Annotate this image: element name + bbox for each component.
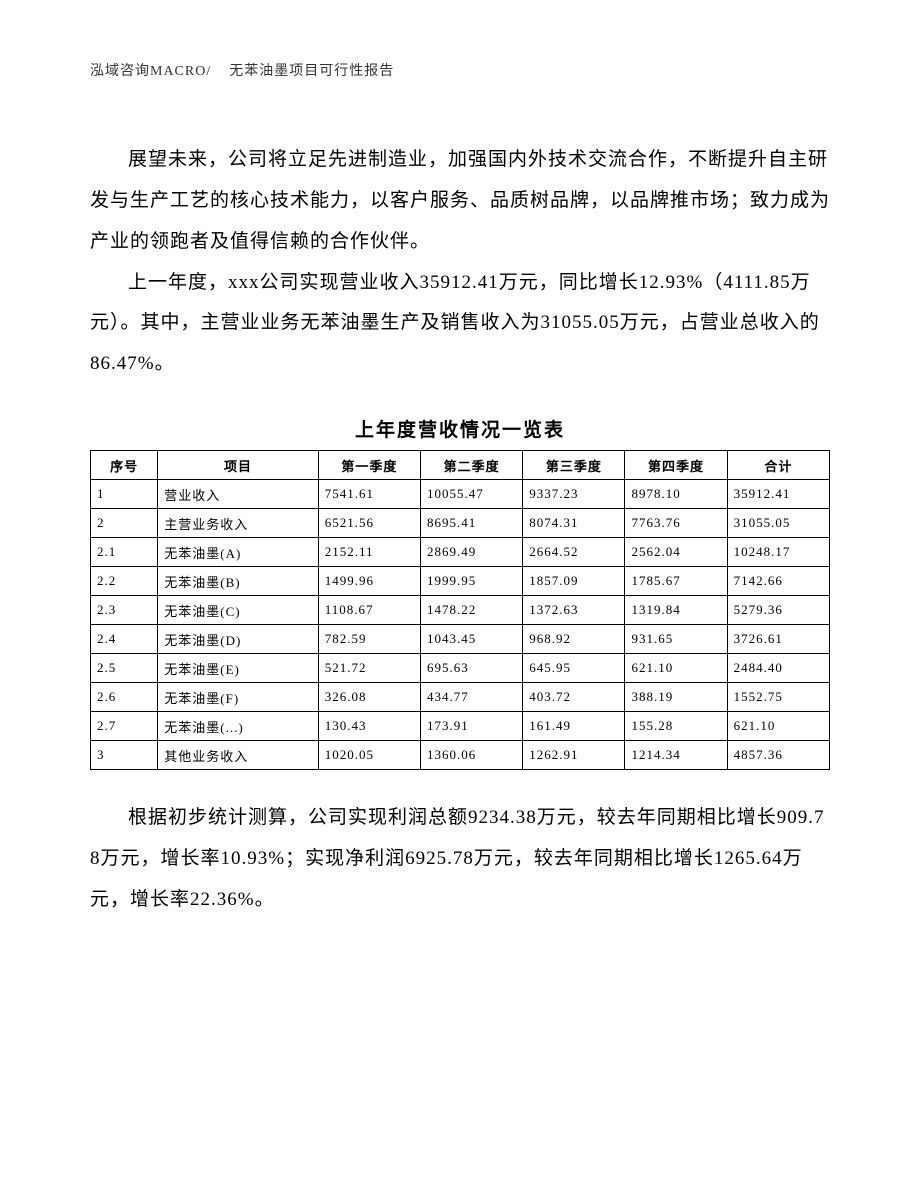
paragraph-3: 根据初步统计测算，公司实现利润总额9234.38万元，较去年同期相比增长909.… [90, 798, 830, 921]
revenue-table: 序号 项目 第一季度 第二季度 第三季度 第四季度 合计 1营业收入7541.6… [90, 450, 830, 770]
table-row: 2.7无苯油墨(...)130.43173.91161.49155.28621.… [91, 712, 830, 741]
table-cell: 931.65 [625, 625, 727, 654]
table-cell: 2.6 [91, 683, 158, 712]
table-cell: 其他业务收入 [158, 741, 318, 770]
table-body: 1营业收入7541.6110055.479337.238978.1035912.… [91, 480, 830, 770]
col-header-total: 合计 [727, 451, 829, 480]
table-cell: 2.2 [91, 567, 158, 596]
table-cell: 主营业务收入 [158, 509, 318, 538]
table-cell: 1214.34 [625, 741, 727, 770]
table-cell: 8978.10 [625, 480, 727, 509]
table-cell: 161.49 [523, 712, 625, 741]
table-cell: 1360.06 [420, 741, 522, 770]
table-cell: 31055.05 [727, 509, 829, 538]
table-cell: 1499.96 [318, 567, 420, 596]
table-row: 2.6无苯油墨(F)326.08434.77403.72388.191552.7… [91, 683, 830, 712]
table-row: 2.1无苯油墨(A)2152.112869.492664.522562.0410… [91, 538, 830, 567]
table-cell: 2869.49 [420, 538, 522, 567]
table-cell: 7763.76 [625, 509, 727, 538]
table-cell: 3726.61 [727, 625, 829, 654]
col-header-seq: 序号 [91, 451, 158, 480]
table-cell: 1999.95 [420, 567, 522, 596]
table-row: 2.3无苯油墨(C)1108.671478.221372.631319.8452… [91, 596, 830, 625]
table-cell: 1020.05 [318, 741, 420, 770]
table-cell: 2152.11 [318, 538, 420, 567]
table-cell: 1478.22 [420, 596, 522, 625]
col-header-q4: 第四季度 [625, 451, 727, 480]
table-cell: 695.63 [420, 654, 522, 683]
table-row: 2主营业务收入6521.568695.418074.317763.7631055… [91, 509, 830, 538]
table-cell: 1262.91 [523, 741, 625, 770]
table-header-row: 序号 项目 第一季度 第二季度 第三季度 第四季度 合计 [91, 451, 830, 480]
table-cell: 2562.04 [625, 538, 727, 567]
table-cell: 4857.36 [727, 741, 829, 770]
col-header-q2: 第二季度 [420, 451, 522, 480]
table-cell: 968.92 [523, 625, 625, 654]
table-title: 上年度营收情况一览表 [90, 415, 830, 442]
table-cell: 10248.17 [727, 538, 829, 567]
table-cell: 7142.66 [727, 567, 829, 596]
table-cell: 621.10 [727, 712, 829, 741]
table-cell: 1108.67 [318, 596, 420, 625]
table-cell: 521.72 [318, 654, 420, 683]
table-row: 2.5无苯油墨(E)521.72695.63645.95621.102484.4… [91, 654, 830, 683]
table-cell: 1552.75 [727, 683, 829, 712]
table-cell: 7541.61 [318, 480, 420, 509]
table-cell: 2.3 [91, 596, 158, 625]
table-cell: 无苯油墨(F) [158, 683, 318, 712]
table-cell: 782.59 [318, 625, 420, 654]
document-page: 泓域咨询MACRO/ 无苯油墨项目可行性报告 展望未来，公司将立足先进制造业，加… [0, 0, 920, 1191]
paragraph-1: 展望未来，公司将立足先进制造业，加强国内外技术交流合作，不断提升自主研发与生产工… [90, 140, 830, 263]
table-cell: 645.95 [523, 654, 625, 683]
table-cell: 1319.84 [625, 596, 727, 625]
table-cell: 2 [91, 509, 158, 538]
table-cell: 1372.63 [523, 596, 625, 625]
table-cell: 营业收入 [158, 480, 318, 509]
table-cell: 130.43 [318, 712, 420, 741]
table-cell: 2484.40 [727, 654, 829, 683]
table-cell: 无苯油墨(...) [158, 712, 318, 741]
table-cell: 10055.47 [420, 480, 522, 509]
table-cell: 无苯油墨(D) [158, 625, 318, 654]
table-row: 1营业收入7541.6110055.479337.238978.1035912.… [91, 480, 830, 509]
col-header-q3: 第三季度 [523, 451, 625, 480]
table-cell: 2.5 [91, 654, 158, 683]
table-cell: 5279.36 [727, 596, 829, 625]
table-cell: 2664.52 [523, 538, 625, 567]
header-left: 泓域咨询MACRO/ [90, 64, 211, 79]
table-cell: 403.72 [523, 683, 625, 712]
table-row: 3其他业务收入1020.051360.061262.911214.344857.… [91, 741, 830, 770]
page-header: 泓域咨询MACRO/ 无苯油墨项目可行性报告 [90, 60, 830, 80]
table-row: 2.4无苯油墨(D)782.591043.45968.92931.653726.… [91, 625, 830, 654]
table-cell: 621.10 [625, 654, 727, 683]
table-cell: 8074.31 [523, 509, 625, 538]
table-cell: 35912.41 [727, 480, 829, 509]
table-cell: 155.28 [625, 712, 727, 741]
table-cell: 434.77 [420, 683, 522, 712]
table-cell: 1785.67 [625, 567, 727, 596]
table-cell: 326.08 [318, 683, 420, 712]
table-cell: 无苯油墨(A) [158, 538, 318, 567]
table-cell: 388.19 [625, 683, 727, 712]
table-cell: 173.91 [420, 712, 522, 741]
table-cell: 2.7 [91, 712, 158, 741]
paragraph-2: 上一年度，xxx公司实现营业收入35912.41万元，同比增长12.93%（41… [90, 263, 830, 386]
table-cell: 2.1 [91, 538, 158, 567]
header-right: 无苯油墨项目可行性报告 [229, 64, 394, 79]
table-cell: 8695.41 [420, 509, 522, 538]
table-cell: 6521.56 [318, 509, 420, 538]
table-cell: 无苯油墨(E) [158, 654, 318, 683]
table-row: 2.2无苯油墨(B)1499.961999.951857.091785.6771… [91, 567, 830, 596]
table-cell: 1857.09 [523, 567, 625, 596]
table-cell: 2.4 [91, 625, 158, 654]
table-cell: 3 [91, 741, 158, 770]
col-header-item: 项目 [158, 451, 318, 480]
col-header-q1: 第一季度 [318, 451, 420, 480]
table-cell: 无苯油墨(B) [158, 567, 318, 596]
table-cell: 无苯油墨(C) [158, 596, 318, 625]
table-cell: 9337.23 [523, 480, 625, 509]
table-cell: 1043.45 [420, 625, 522, 654]
table-cell: 1 [91, 480, 158, 509]
